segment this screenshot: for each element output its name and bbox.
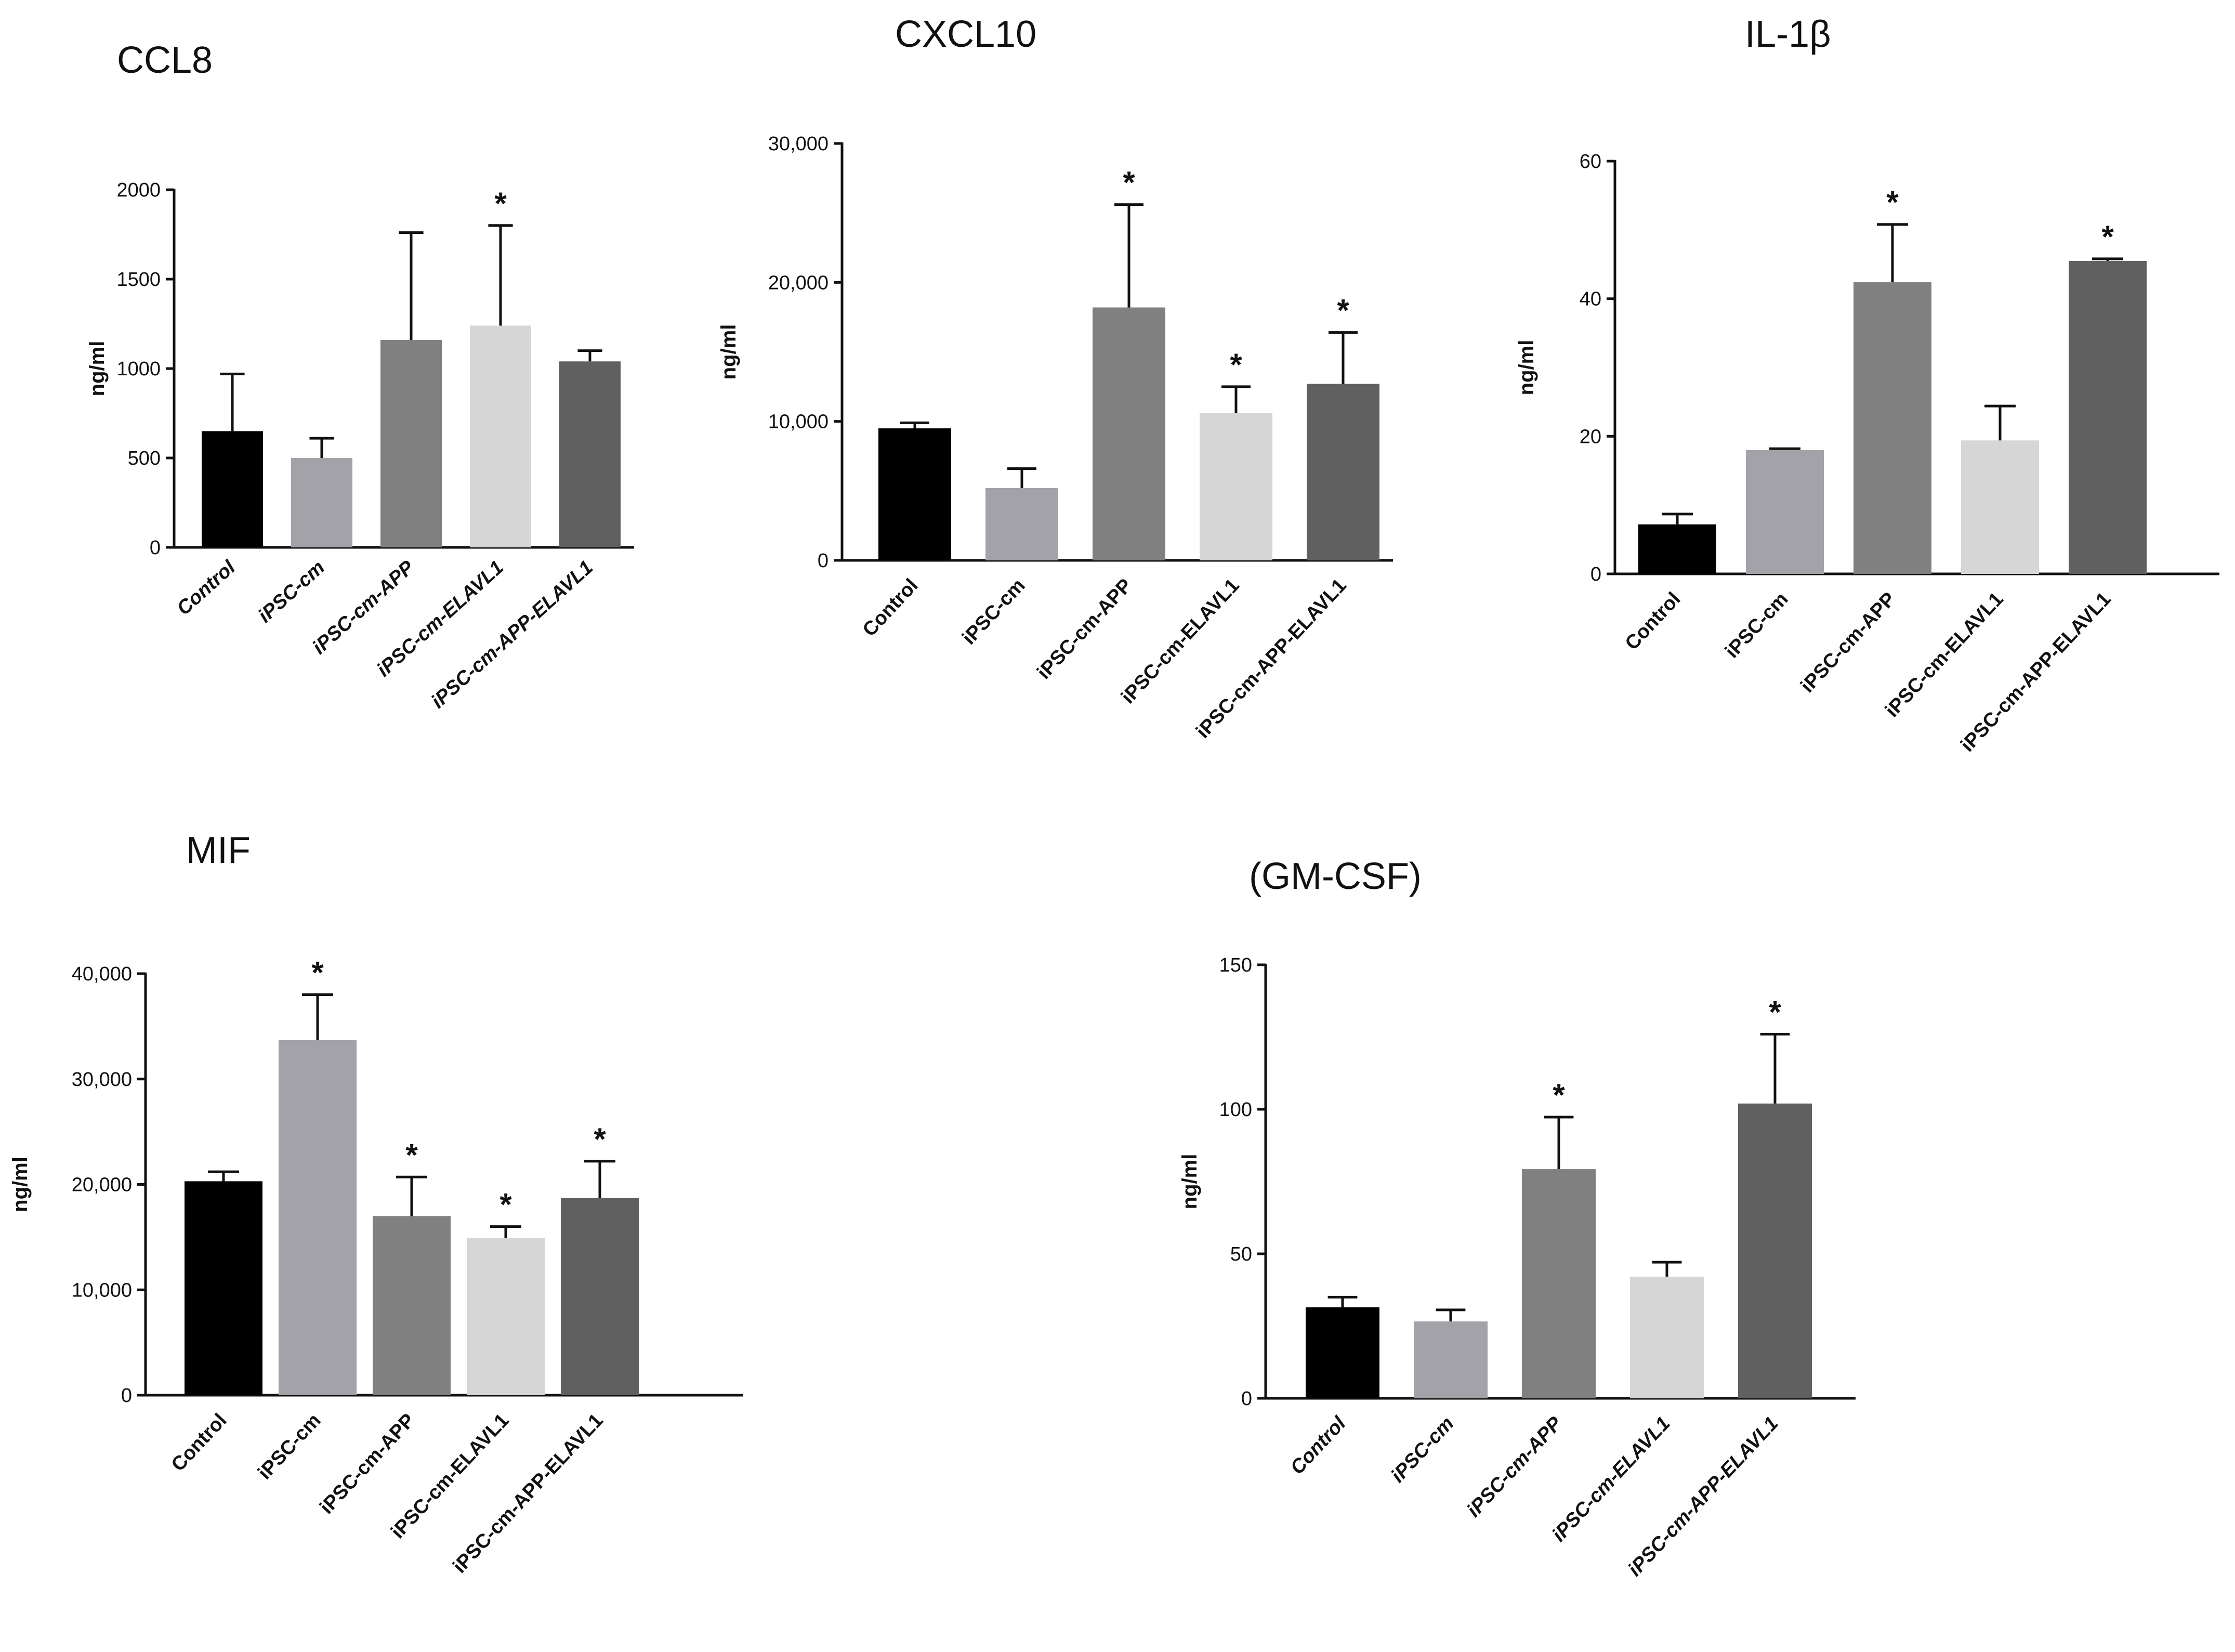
bar (878, 428, 951, 560)
bar (279, 1040, 357, 1395)
category-label: iPSC-cm-APP-ELAVL1 (427, 556, 597, 713)
bar (1306, 1307, 1379, 1398)
bar (1200, 413, 1272, 560)
y-tick-label: 0 (121, 1385, 132, 1407)
chart-title: MIF (186, 830, 251, 871)
bar (467, 1238, 545, 1395)
y-tick-label: 0 (1241, 1388, 1252, 1410)
bar (1307, 384, 1379, 560)
y-axis-label: ng/ml (1178, 1154, 1201, 1210)
y-tick-label: 0 (818, 550, 829, 572)
y-tick-label: 0 (1590, 563, 1601, 585)
category-label: Control (1621, 588, 1685, 654)
y-tick-label: 20 (1580, 426, 1601, 448)
significance-marker: * (1230, 347, 1242, 382)
significance-marker: * (405, 1137, 418, 1172)
category-label: iPSC-cm (1387, 1412, 1458, 1487)
category-label: iPSC-cm (254, 556, 329, 627)
significance-marker: * (1553, 1078, 1565, 1112)
y-tick-label: 150 (1219, 954, 1252, 976)
bar (1746, 450, 1824, 574)
bar (202, 431, 263, 547)
y-tick-label: 50 (1230, 1243, 1252, 1265)
category-label: iPSC-cm (958, 574, 1029, 649)
y-tick-label: 1000 (116, 358, 161, 380)
il1b-chart: IL-1β ng/ml 0 20 40 60 Control iPSC-cm * iPSC-c… (1515, 14, 2219, 756)
chart-title: CCL8 (117, 40, 213, 81)
category-label: iPSC-cm-ELAVL1 (1117, 574, 1243, 708)
bar (470, 325, 531, 547)
category-label: iPSC-cm-APP (1463, 1412, 1567, 1522)
bar (1853, 282, 1931, 574)
y-tick-label: 60 (1580, 151, 1601, 173)
category-label: iPSC-cm-APP (1033, 574, 1136, 683)
gm-csf-chart: (GM-CSF) ng/ml 0 50 100 150 Control iPSC-cm * i… (1178, 856, 1856, 1581)
bar (291, 458, 352, 547)
category-label: Control (859, 574, 923, 640)
y-tick-label: 30,000 (72, 1069, 132, 1091)
category-label: iPSC-cm-APP (1796, 588, 1900, 697)
category-label: iPSC-cm-APP-ELAVL1 (449, 1409, 607, 1577)
bar (1414, 1321, 1488, 1398)
significance-marker: * (494, 186, 507, 221)
category-label: iPSC-cm-APP (315, 1409, 419, 1518)
significance-marker: * (1123, 165, 1135, 200)
category-label: iPSC-cm-ELAVL1 (1548, 1412, 1674, 1546)
bar (1638, 524, 1716, 574)
significance-marker: * (1337, 293, 1349, 328)
y-tick-label: 20,000 (72, 1174, 132, 1196)
significance-marker: * (1769, 994, 1781, 1029)
bar (373, 1216, 451, 1395)
y-tick-label: 100 (1219, 1099, 1252, 1121)
bar (561, 1198, 639, 1395)
bar (1630, 1276, 1704, 1398)
cxcl10-chart: CXCL10 ng/ml 0 10,000 20,000 30,000 Control i… (717, 14, 1393, 743)
bar (2069, 260, 2147, 574)
significance-marker: * (2101, 219, 2114, 254)
category-label: Control (167, 1409, 231, 1475)
mif-chart: MIF ng/ml 0 10,000 20,000 30,000 40,000 Contr… (9, 830, 743, 1578)
bar (1738, 1103, 1812, 1398)
y-axis-label: ng/ml (9, 1157, 32, 1212)
bar (1961, 440, 2039, 574)
y-tick-label: 10,000 (72, 1279, 132, 1301)
y-tick-label: 20,000 (768, 272, 829, 294)
y-tick-label: 30,000 (768, 133, 829, 155)
chart-title: IL-1β (1745, 14, 1831, 55)
significance-marker: * (311, 955, 324, 990)
y-tick-label: 40 (1580, 289, 1601, 310)
y-axis-label: ng/ml (86, 341, 109, 397)
bar (1093, 307, 1165, 560)
chart-title: CXCL10 (895, 14, 1036, 55)
category-label: Control (1286, 1412, 1351, 1478)
significance-marker: * (594, 1122, 606, 1157)
category-label: iPSC-cm (1721, 588, 1792, 662)
y-tick-label: 1500 (116, 269, 161, 291)
y-axis-label: ng/ml (1515, 340, 1538, 396)
category-label: iPSC-cm (254, 1409, 325, 1484)
y-tick-label: 10,000 (768, 411, 829, 433)
bar (185, 1181, 262, 1395)
y-tick-label: 2000 (116, 179, 161, 201)
y-tick-label: 500 (128, 448, 161, 469)
significance-marker: * (1886, 185, 1899, 220)
bar (559, 361, 621, 547)
bar (1522, 1169, 1596, 1398)
y-axis-label: ng/ml (717, 324, 740, 380)
y-tick-label: 0 (150, 537, 161, 559)
category-label: Control (173, 556, 241, 620)
bar (380, 339, 442, 547)
y-tick-label: 40,000 (72, 963, 132, 985)
bar (985, 488, 1058, 560)
significance-marker: * (499, 1187, 512, 1222)
chart-title: (GM-CSF) (1249, 856, 1422, 897)
category-label: iPSC-cm-ELAVL1 (1881, 588, 2007, 722)
